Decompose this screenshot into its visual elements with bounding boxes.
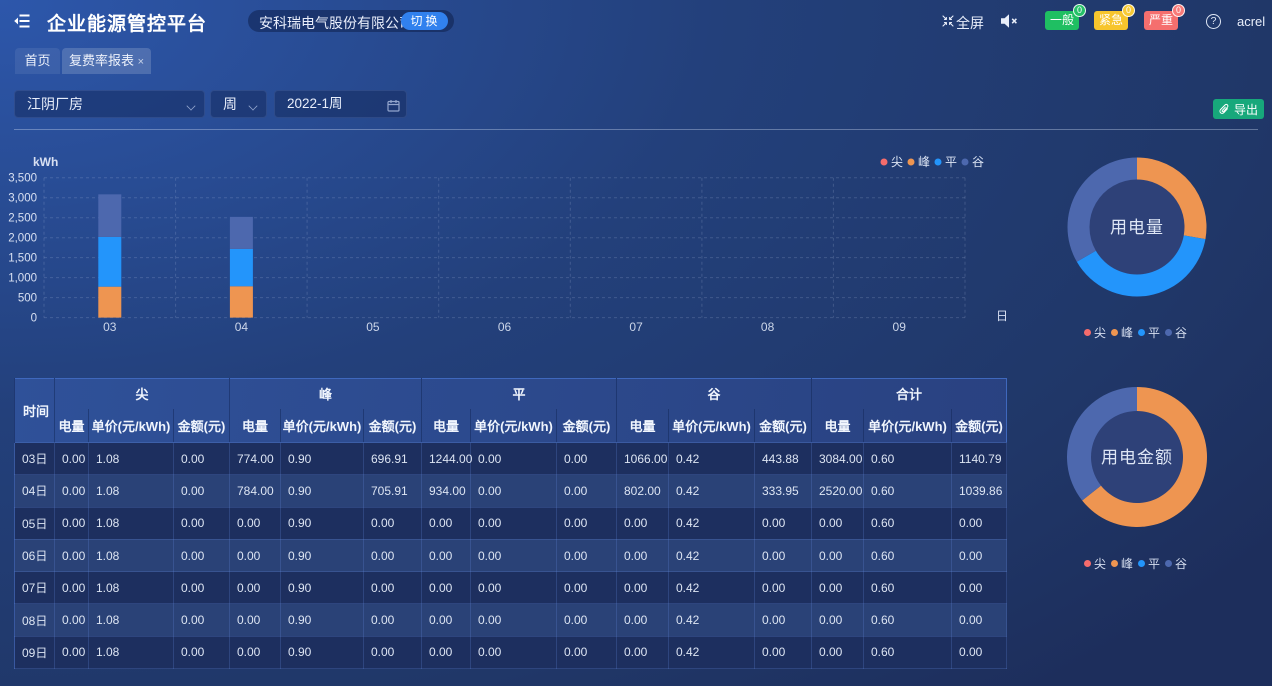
svg-text:用电金额: 用电金额 xyxy=(1101,448,1173,467)
svg-text:3,000: 3,000 xyxy=(8,193,37,205)
svg-text:2,500: 2,500 xyxy=(8,213,37,225)
svg-text:06: 06 xyxy=(498,320,512,334)
svg-text:08: 08 xyxy=(761,320,775,334)
svg-text:2,000: 2,000 xyxy=(8,233,37,245)
svg-text:3,500: 3,500 xyxy=(8,173,37,185)
svg-text:500: 500 xyxy=(18,293,37,305)
svg-text:峰: 峰 xyxy=(918,155,930,169)
svg-text:03: 03 xyxy=(103,320,117,334)
svg-text:用电量: 用电量 xyxy=(1110,218,1164,237)
svg-text:尖: 尖 xyxy=(891,155,903,169)
svg-text:04: 04 xyxy=(235,320,249,334)
svg-text:平: 平 xyxy=(945,155,957,169)
svg-text:1,000: 1,000 xyxy=(8,273,37,285)
svg-text:0: 0 xyxy=(31,313,37,325)
svg-text:kWh: kWh xyxy=(33,155,58,169)
svg-text:07: 07 xyxy=(629,320,643,334)
svg-text:谷: 谷 xyxy=(972,155,984,169)
svg-text:日: 日 xyxy=(996,309,1008,323)
svg-text:09: 09 xyxy=(893,320,907,334)
svg-text:1,500: 1,500 xyxy=(8,253,37,265)
svg-text:05: 05 xyxy=(366,320,380,334)
